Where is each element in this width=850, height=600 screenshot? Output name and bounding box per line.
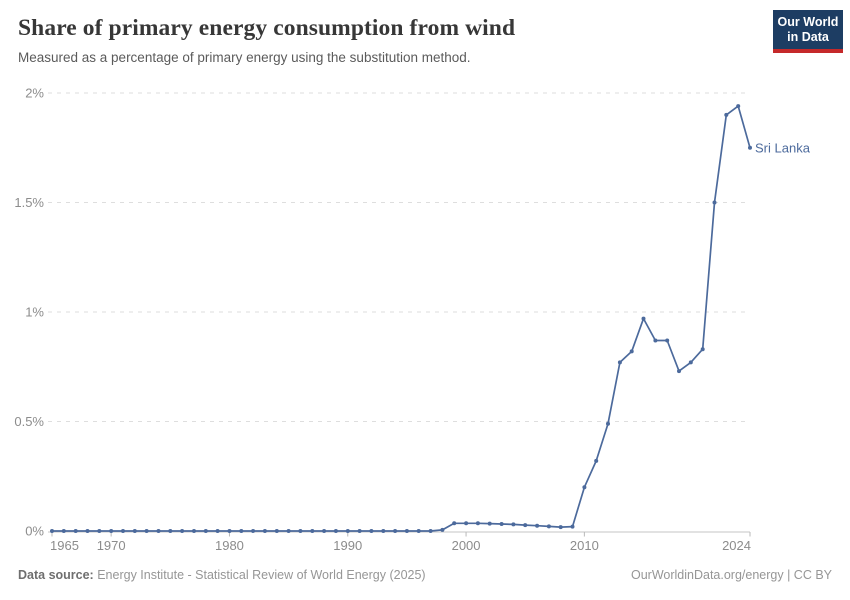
data-point xyxy=(262,529,267,533)
data-point xyxy=(50,529,54,533)
data-point xyxy=(617,360,622,365)
data-point xyxy=(594,458,599,463)
data-point xyxy=(144,529,149,533)
x-axis-tick-label: 1980 xyxy=(215,538,244,553)
data-point xyxy=(464,521,469,526)
data-point xyxy=(369,529,374,533)
x-axis-tick-label: 1965 xyxy=(50,538,79,553)
y-axis-tick-label: 1% xyxy=(25,305,44,320)
x-axis-tick-label: 2024 xyxy=(722,538,751,553)
chart-footer: Data source: Energy Institute - Statisti… xyxy=(18,567,832,584)
chart-subtitle: Measured as a percentage of primary ener… xyxy=(18,50,471,65)
series-end-label[interactable]: Sri Lanka xyxy=(755,140,811,155)
data-point xyxy=(404,529,409,533)
data-point xyxy=(546,524,551,529)
logo-line-1: Our World xyxy=(777,15,839,29)
data-point xyxy=(251,529,256,533)
logo-line-2: in Data xyxy=(787,29,829,44)
data-point xyxy=(345,529,350,533)
data-point xyxy=(535,523,540,528)
x-axis-tick-label: 1970 xyxy=(97,538,126,553)
data-point xyxy=(97,529,102,533)
data-source-note: Data source: Energy Institute - Statisti… xyxy=(18,567,426,584)
data-point xyxy=(121,529,125,533)
data-point xyxy=(227,529,232,533)
data-source-label: Data source: xyxy=(18,568,94,582)
data-point xyxy=(748,145,752,150)
data-point xyxy=(629,349,634,354)
data-point xyxy=(322,529,327,533)
data-point xyxy=(499,522,504,526)
data-point xyxy=(310,529,315,533)
data-point xyxy=(156,529,161,533)
data-point xyxy=(487,521,492,526)
data-point xyxy=(582,485,587,490)
data-point xyxy=(192,529,196,533)
data-point xyxy=(606,421,610,426)
data-point xyxy=(712,200,717,205)
y-axis-tick-label: 2% xyxy=(25,86,44,101)
data-point xyxy=(440,527,445,532)
data-point xyxy=(416,529,421,533)
data-point xyxy=(286,529,291,533)
data-point xyxy=(724,112,729,117)
y-axis-tick-label: 0% xyxy=(25,524,44,539)
chart-header: Share of primary energy consumption from… xyxy=(0,0,850,65)
y-axis-tick-label: 1.5% xyxy=(14,195,44,210)
data-point xyxy=(700,347,705,352)
data-point xyxy=(665,338,670,343)
data-point xyxy=(393,529,398,533)
x-axis-tick-label: 1990 xyxy=(333,538,362,553)
owid-logo: Our World in Data xyxy=(773,10,843,53)
data-point xyxy=(203,529,208,533)
data-point xyxy=(239,529,244,533)
x-axis-tick-label: 2010 xyxy=(570,538,599,553)
data-point xyxy=(168,529,173,533)
data-point xyxy=(215,529,220,533)
data-point xyxy=(274,529,279,533)
data-point xyxy=(452,521,457,526)
data-point xyxy=(736,104,741,109)
page-title: Share of primary energy consumption from… xyxy=(18,15,516,41)
data-point xyxy=(475,521,480,526)
data-point xyxy=(558,525,563,530)
data-point xyxy=(641,316,646,321)
data-source-text: Energy Institute - Statistical Review of… xyxy=(93,568,426,582)
data-point xyxy=(109,529,114,533)
data-point xyxy=(523,523,528,528)
data-point xyxy=(428,529,433,533)
data-point xyxy=(180,529,185,533)
data-point xyxy=(688,360,693,365)
data-point xyxy=(333,529,338,533)
data-point xyxy=(357,529,362,533)
data-point xyxy=(677,369,681,374)
data-point xyxy=(61,529,66,533)
data-point xyxy=(570,524,575,529)
x-axis-tick-label: 2000 xyxy=(452,538,481,553)
y-axis-tick-label: 0.5% xyxy=(14,414,44,429)
data-point xyxy=(298,529,303,533)
data-point xyxy=(132,529,137,533)
data-point xyxy=(511,522,516,527)
data-point xyxy=(85,529,90,533)
attribution-link[interactable]: OurWorldinData.org/energy | CC BY xyxy=(630,568,832,582)
data-point xyxy=(381,529,386,533)
data-point xyxy=(73,529,78,533)
data-point xyxy=(653,338,658,343)
